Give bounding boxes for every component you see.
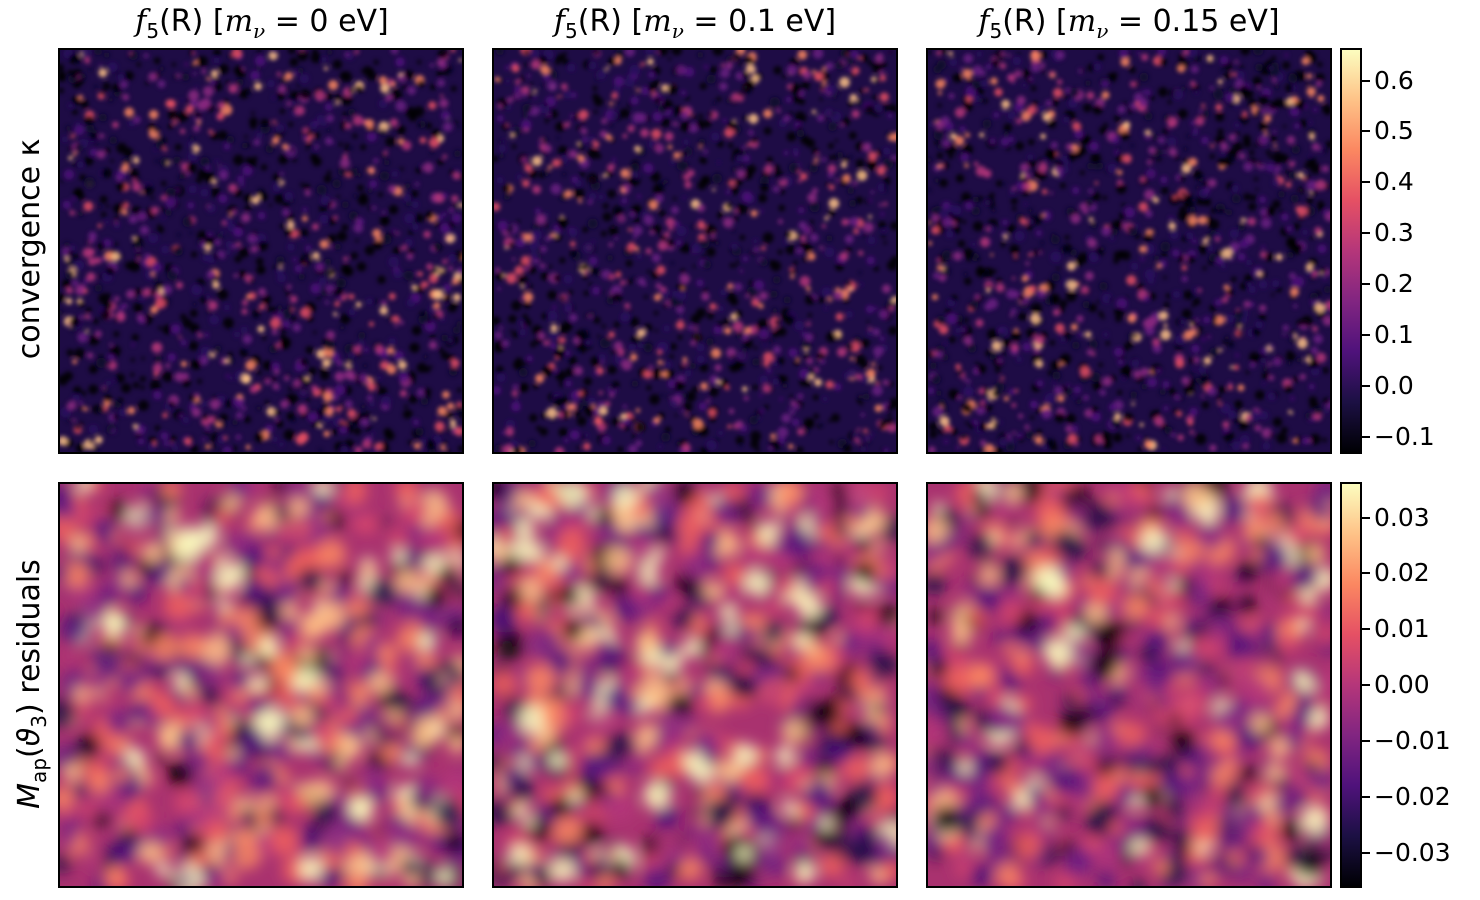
colorbar-convergence [1340,48,1362,454]
colorbar-tick-label: 0.1 [1374,319,1414,349]
colorbar-tick-label: −0.01 [1374,725,1451,755]
column-title-1: f5(R) [mν = 0.1 eV] [553,4,837,43]
column-title-0: f5(R) [mν = 0 eV] [135,4,389,43]
colorbar-tick [1362,232,1370,235]
colorbar-tick [1362,79,1370,82]
colorbar-tick [1362,684,1370,686]
kappa-map-mnu-0.15 [926,48,1332,454]
colorbar-tick-label: 0.02 [1374,558,1430,588]
colorbar-tick-label: 0.5 [1374,116,1414,146]
map-residuals-mnu-0.15 [926,482,1332,888]
kappa-map-mnu-0.1 [492,48,898,454]
kappa-map-mnu-0 [58,48,464,454]
colorbar-tick [1362,739,1370,742]
colorbar-tick [1362,283,1370,286]
colorbar-tick-label: −0.02 [1374,781,1451,811]
map-residuals-mnu-0.1 [492,482,898,888]
colorbar-tick-label: 0.6 [1374,65,1414,95]
colorbar-tick-label: 0.4 [1374,167,1414,197]
colorbar-tick [1362,181,1370,184]
colorbar-tick [1362,435,1370,438]
colorbar-tick [1362,628,1370,631]
colorbar-tick [1362,516,1370,519]
row-label-map-residuals: Map(ϑ3) residuals [12,559,51,809]
colorbar-tick [1362,795,1370,798]
colorbar-tick-label: 0.0 [1374,370,1414,400]
colorbar-tick [1362,572,1370,575]
colorbar-tick [1362,851,1370,854]
colorbar-tick-label: −0.1 [1374,421,1435,451]
colorbar-tick-label: 0.01 [1374,614,1430,644]
colorbar-tick-label: 0.00 [1374,670,1430,699]
colorbar-tick-label: 0.03 [1374,502,1430,532]
map-residuals-mnu-0 [58,482,464,888]
colorbar-tick-label: −0.03 [1374,837,1451,867]
colorbar-tick [1362,130,1370,133]
colorbar-map-residuals [1340,482,1362,888]
column-title-2: f5(R) [mν = 0.15 eV] [978,4,1280,43]
row-label-convergence: convergence κ [12,138,47,360]
colorbar-tick [1362,333,1370,336]
colorbar-tick-label: 0.2 [1374,269,1414,299]
colorbar-tick [1362,384,1370,387]
colorbar-tick-label: 0.3 [1374,218,1414,248]
